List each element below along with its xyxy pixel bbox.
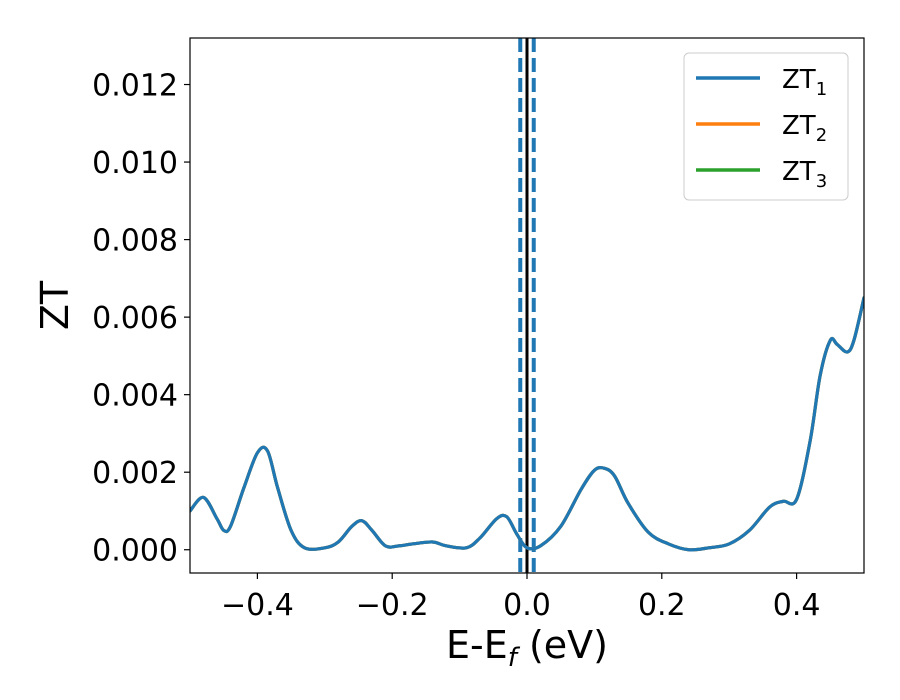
legend-item-3: ZT3 xyxy=(696,157,827,192)
y-tick-label: 0.002 xyxy=(92,456,178,491)
reference-lines xyxy=(518,38,536,573)
x-tick-label: −0.2 xyxy=(356,588,429,623)
y-tick-label: 0.000 xyxy=(92,534,178,569)
y-tick-label: 0.010 xyxy=(92,146,178,181)
legend-item-1: ZT1 xyxy=(696,65,827,100)
legend-item-2: ZT2 xyxy=(696,111,827,146)
x-tick-label: 0.2 xyxy=(638,588,686,623)
x-axis-label-main: E-E xyxy=(446,623,508,667)
x-tick-label: 0.0 xyxy=(503,588,551,623)
x-tick-label: 0.4 xyxy=(773,588,821,623)
x-axis-label: E-Ef (eV) xyxy=(446,623,608,673)
legend-label: ZT1 xyxy=(782,65,827,100)
legend-box xyxy=(683,52,849,201)
series-line-3 xyxy=(190,296,864,552)
y-tick-label: 0.006 xyxy=(92,301,178,336)
y-tick-label: 0.008 xyxy=(92,224,178,259)
y-tick-label: 0.012 xyxy=(92,69,178,104)
series-lines xyxy=(190,296,864,552)
legend-label: ZT2 xyxy=(782,111,827,146)
x-tick-label: −0.4 xyxy=(221,588,294,623)
legend-label: ZT3 xyxy=(782,157,827,192)
y-axis-ticks: 0.000 0.002 0.004 0.006 0.008 0.010 0.012 xyxy=(92,69,190,569)
x-axis-ticks: −0.4 −0.2 0.0 0.2 0.4 xyxy=(221,573,820,623)
legend: ZT1 ZT2 ZT3 xyxy=(683,52,849,201)
x-axis-label-unit: (eV) xyxy=(517,623,608,667)
y-axis-label: ZT xyxy=(33,280,77,330)
y-tick-label: 0.004 xyxy=(92,379,178,414)
